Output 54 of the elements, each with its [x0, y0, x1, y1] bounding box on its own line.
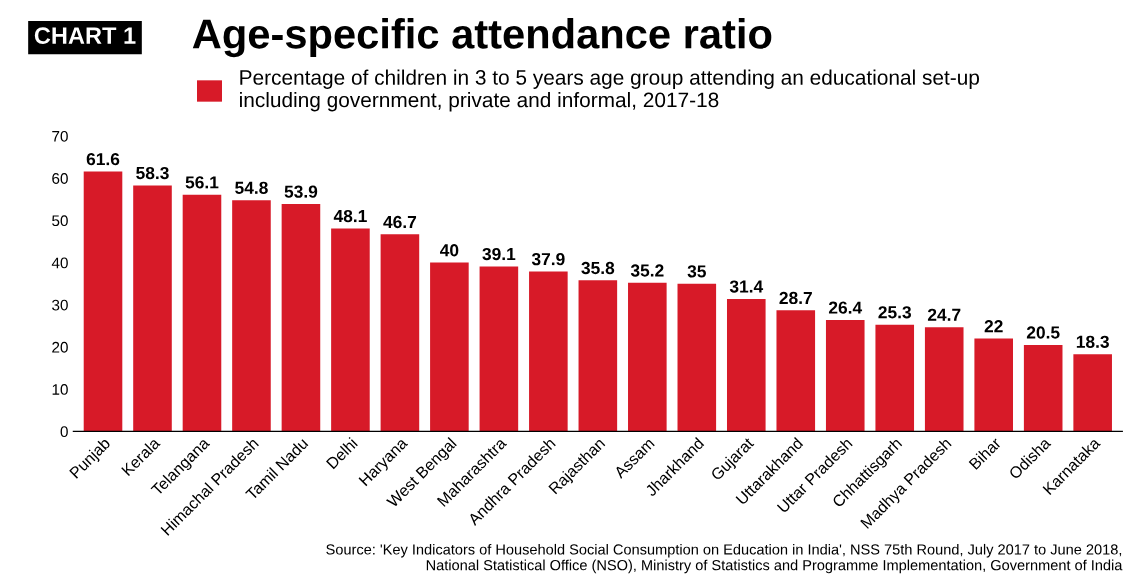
bar [232, 200, 271, 432]
data-label: 28.7 [779, 291, 812, 305]
bar [281, 203, 321, 432]
bar [331, 228, 370, 432]
bar [529, 271, 568, 432]
y-tick-label: 60 [52, 173, 68, 184]
y-tick-label: 0 [60, 426, 68, 438]
bar [726, 298, 766, 432]
bar [479, 266, 519, 432]
data-label: 18.3 [1076, 335, 1109, 348]
source-note: Source: 'Key Indicators of Household Social Consumption on Education in India', NSS 75th Round, July 2017 to June 2018, National Statistical Office (NSO), Ministry of Statistics and Programme Implementation, Government of India [326, 543, 1123, 574]
data-label: 48.1 [333, 209, 367, 223]
bar [83, 171, 123, 432]
data-label: 35.8 [581, 261, 615, 275]
data-label: 24.7 [927, 308, 961, 321]
bar [182, 194, 222, 432]
data-label: 46.7 [383, 215, 417, 229]
data-label: 20.5 [1026, 326, 1060, 339]
bar [628, 282, 667, 432]
bar [974, 338, 1013, 432]
chart-title: Age-specific attendance ratio [192, 18, 772, 58]
bar [578, 280, 618, 432]
data-label: 39.1 [482, 247, 516, 261]
data-label: 40 [440, 244, 459, 257]
data-label: 35.2 [630, 264, 664, 277]
y-tick-label: 40 [51, 257, 68, 269]
data-label: 54.8 [235, 181, 268, 194]
data-label: 53.9 [284, 185, 318, 198]
bar [825, 319, 865, 432]
data-label: 56.1 [185, 176, 219, 189]
data-label: 35 [687, 265, 706, 278]
bar [430, 262, 469, 432]
y-tick-label: 50 [52, 215, 68, 227]
bar [1023, 344, 1063, 432]
bar [875, 324, 915, 432]
y-tick-label: 70 [52, 130, 68, 142]
bar [776, 310, 816, 432]
data-label: 26.4 [828, 301, 863, 314]
bar [924, 327, 964, 432]
data-label: 58.3 [136, 166, 169, 180]
data-label: 31.4 [729, 280, 764, 293]
bar [133, 185, 172, 432]
caption: CHART 1 [34, 27, 136, 44]
bar [677, 283, 717, 432]
y-tick-label: 10 [52, 384, 68, 395]
bar [380, 234, 420, 432]
bar [1073, 354, 1112, 432]
y-tick-label: 30 [52, 299, 68, 311]
legend-label: Percentage of children in 3 to 5 years age group attending an educational set-up including government, private and informal, 2017-18 [240, 69, 980, 112]
data-label: 61.6 [86, 153, 120, 166]
data-label: 22 [984, 320, 1003, 333]
data-label: 25.3 [878, 306, 912, 319]
data-label: 37.9 [531, 252, 565, 266]
y-tick-label: 20 [52, 341, 68, 353]
